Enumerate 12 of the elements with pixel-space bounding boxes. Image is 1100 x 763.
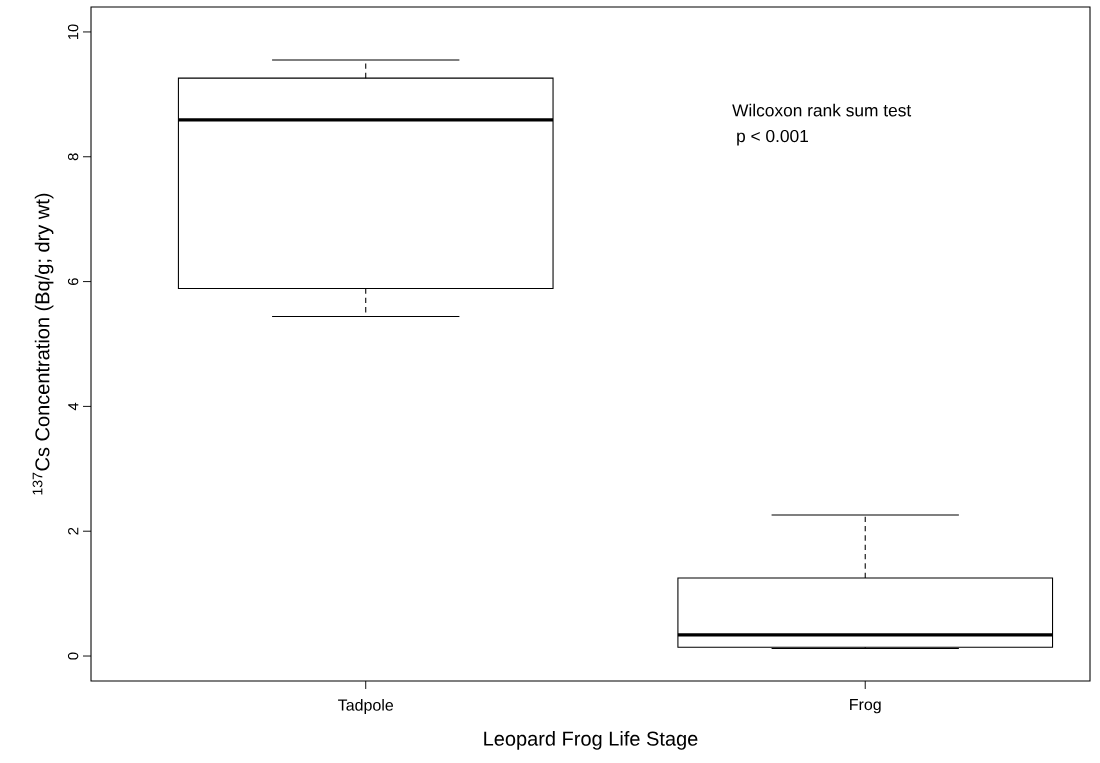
y-tick-label: 2	[68, 527, 79, 535]
annotation: Wilcoxon rank sum test	[732, 103, 912, 117]
x-tick-label: Frog	[850, 699, 881, 714]
annotation: p < 0.001	[737, 129, 808, 146]
y-tick-label: 6	[67, 278, 79, 285]
y-tick-label: 8	[67, 153, 79, 161]
x-axis-title: Leopard Frog Life Stage	[484, 731, 698, 750]
y-tick-label: 0	[67, 652, 79, 660]
y-tick-label: 10	[67, 24, 79, 39]
y-tick-label: 4	[68, 402, 79, 411]
y-axis-title: $^{137}$Cs Concentration (Bq/g; dry wt)	[32, 193, 54, 495]
x-tick-label: Tadpole	[338, 699, 394, 714]
